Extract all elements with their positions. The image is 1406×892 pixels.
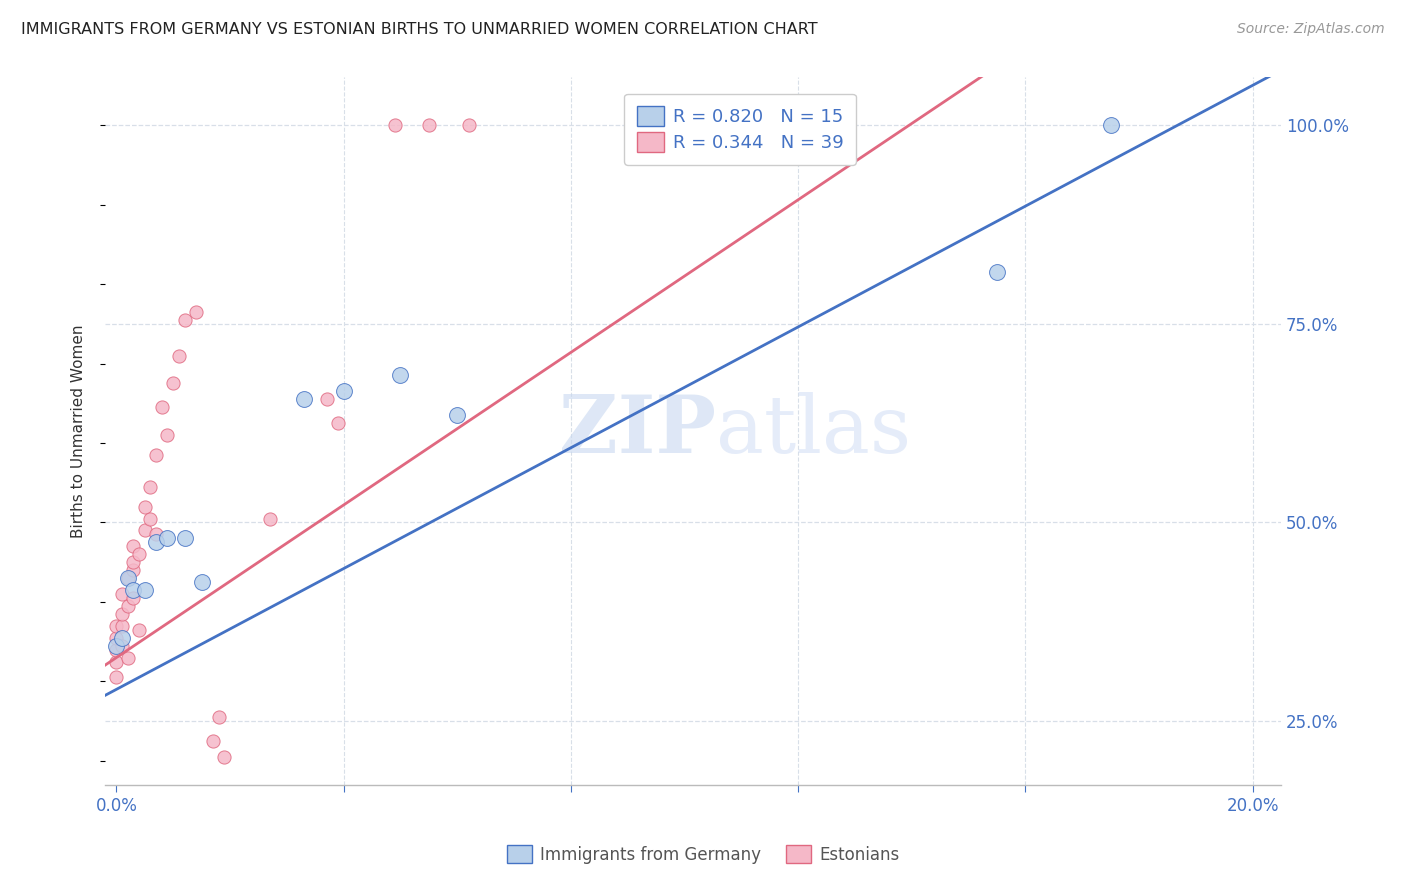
Point	[122, 555, 145, 569]
Point	[384, 118, 406, 132]
Point	[332, 384, 354, 399]
Point	[117, 571, 139, 585]
Point	[457, 118, 479, 132]
Y-axis label: Births to Unmarried Women: Births to Unmarried Women	[72, 325, 86, 538]
Point	[139, 511, 162, 525]
Point	[156, 532, 179, 546]
Point	[167, 349, 190, 363]
Point	[117, 571, 139, 585]
Point	[418, 118, 440, 132]
Legend: Immigrants from Germany, Estonians: Immigrants from Germany, Estonians	[501, 838, 905, 871]
Text: ZIP: ZIP	[560, 392, 717, 470]
Point	[190, 575, 212, 590]
Legend: R = 0.820   N = 15, R = 0.344   N = 39: R = 0.820 N = 15, R = 0.344 N = 39	[624, 94, 856, 165]
Point	[122, 582, 145, 597]
Text: Source: ZipAtlas.com: Source: ZipAtlas.com	[1237, 22, 1385, 37]
Point	[105, 619, 128, 633]
Text: IMMIGRANTS FROM GERMANY VS ESTONIAN BIRTHS TO UNMARRIED WOMEN CORRELATION CHART: IMMIGRANTS FROM GERMANY VS ESTONIAN BIRT…	[21, 22, 818, 37]
Point	[259, 511, 281, 525]
Point	[173, 532, 195, 546]
Point	[105, 631, 128, 645]
Point	[173, 313, 195, 327]
Point	[128, 547, 150, 561]
Point	[105, 642, 128, 657]
Point	[122, 591, 145, 605]
Point	[105, 655, 128, 669]
Point	[326, 416, 349, 430]
Point	[134, 500, 156, 514]
Point	[214, 750, 236, 764]
Point	[145, 527, 167, 541]
Point	[105, 639, 128, 653]
Point	[184, 305, 207, 319]
Point	[145, 448, 167, 462]
Point	[134, 524, 156, 538]
Point	[162, 376, 184, 391]
Point	[111, 619, 134, 633]
Text: atlas: atlas	[717, 392, 911, 470]
Point	[446, 408, 468, 422]
Point	[117, 650, 139, 665]
Point	[150, 401, 173, 415]
Point	[128, 623, 150, 637]
Point	[389, 368, 412, 383]
Point	[156, 428, 179, 442]
Point	[111, 587, 134, 601]
Point	[122, 539, 145, 553]
Point	[1099, 118, 1122, 132]
Point	[111, 607, 134, 621]
Point	[111, 631, 134, 645]
Point	[986, 265, 1008, 279]
Point	[145, 535, 167, 549]
Point	[122, 563, 145, 577]
Point	[111, 639, 134, 653]
Point	[105, 670, 128, 684]
Point	[134, 582, 156, 597]
Point	[201, 734, 224, 748]
Point	[139, 480, 162, 494]
Point	[292, 392, 315, 407]
Point	[117, 599, 139, 613]
Point	[207, 710, 229, 724]
Point	[315, 392, 337, 407]
